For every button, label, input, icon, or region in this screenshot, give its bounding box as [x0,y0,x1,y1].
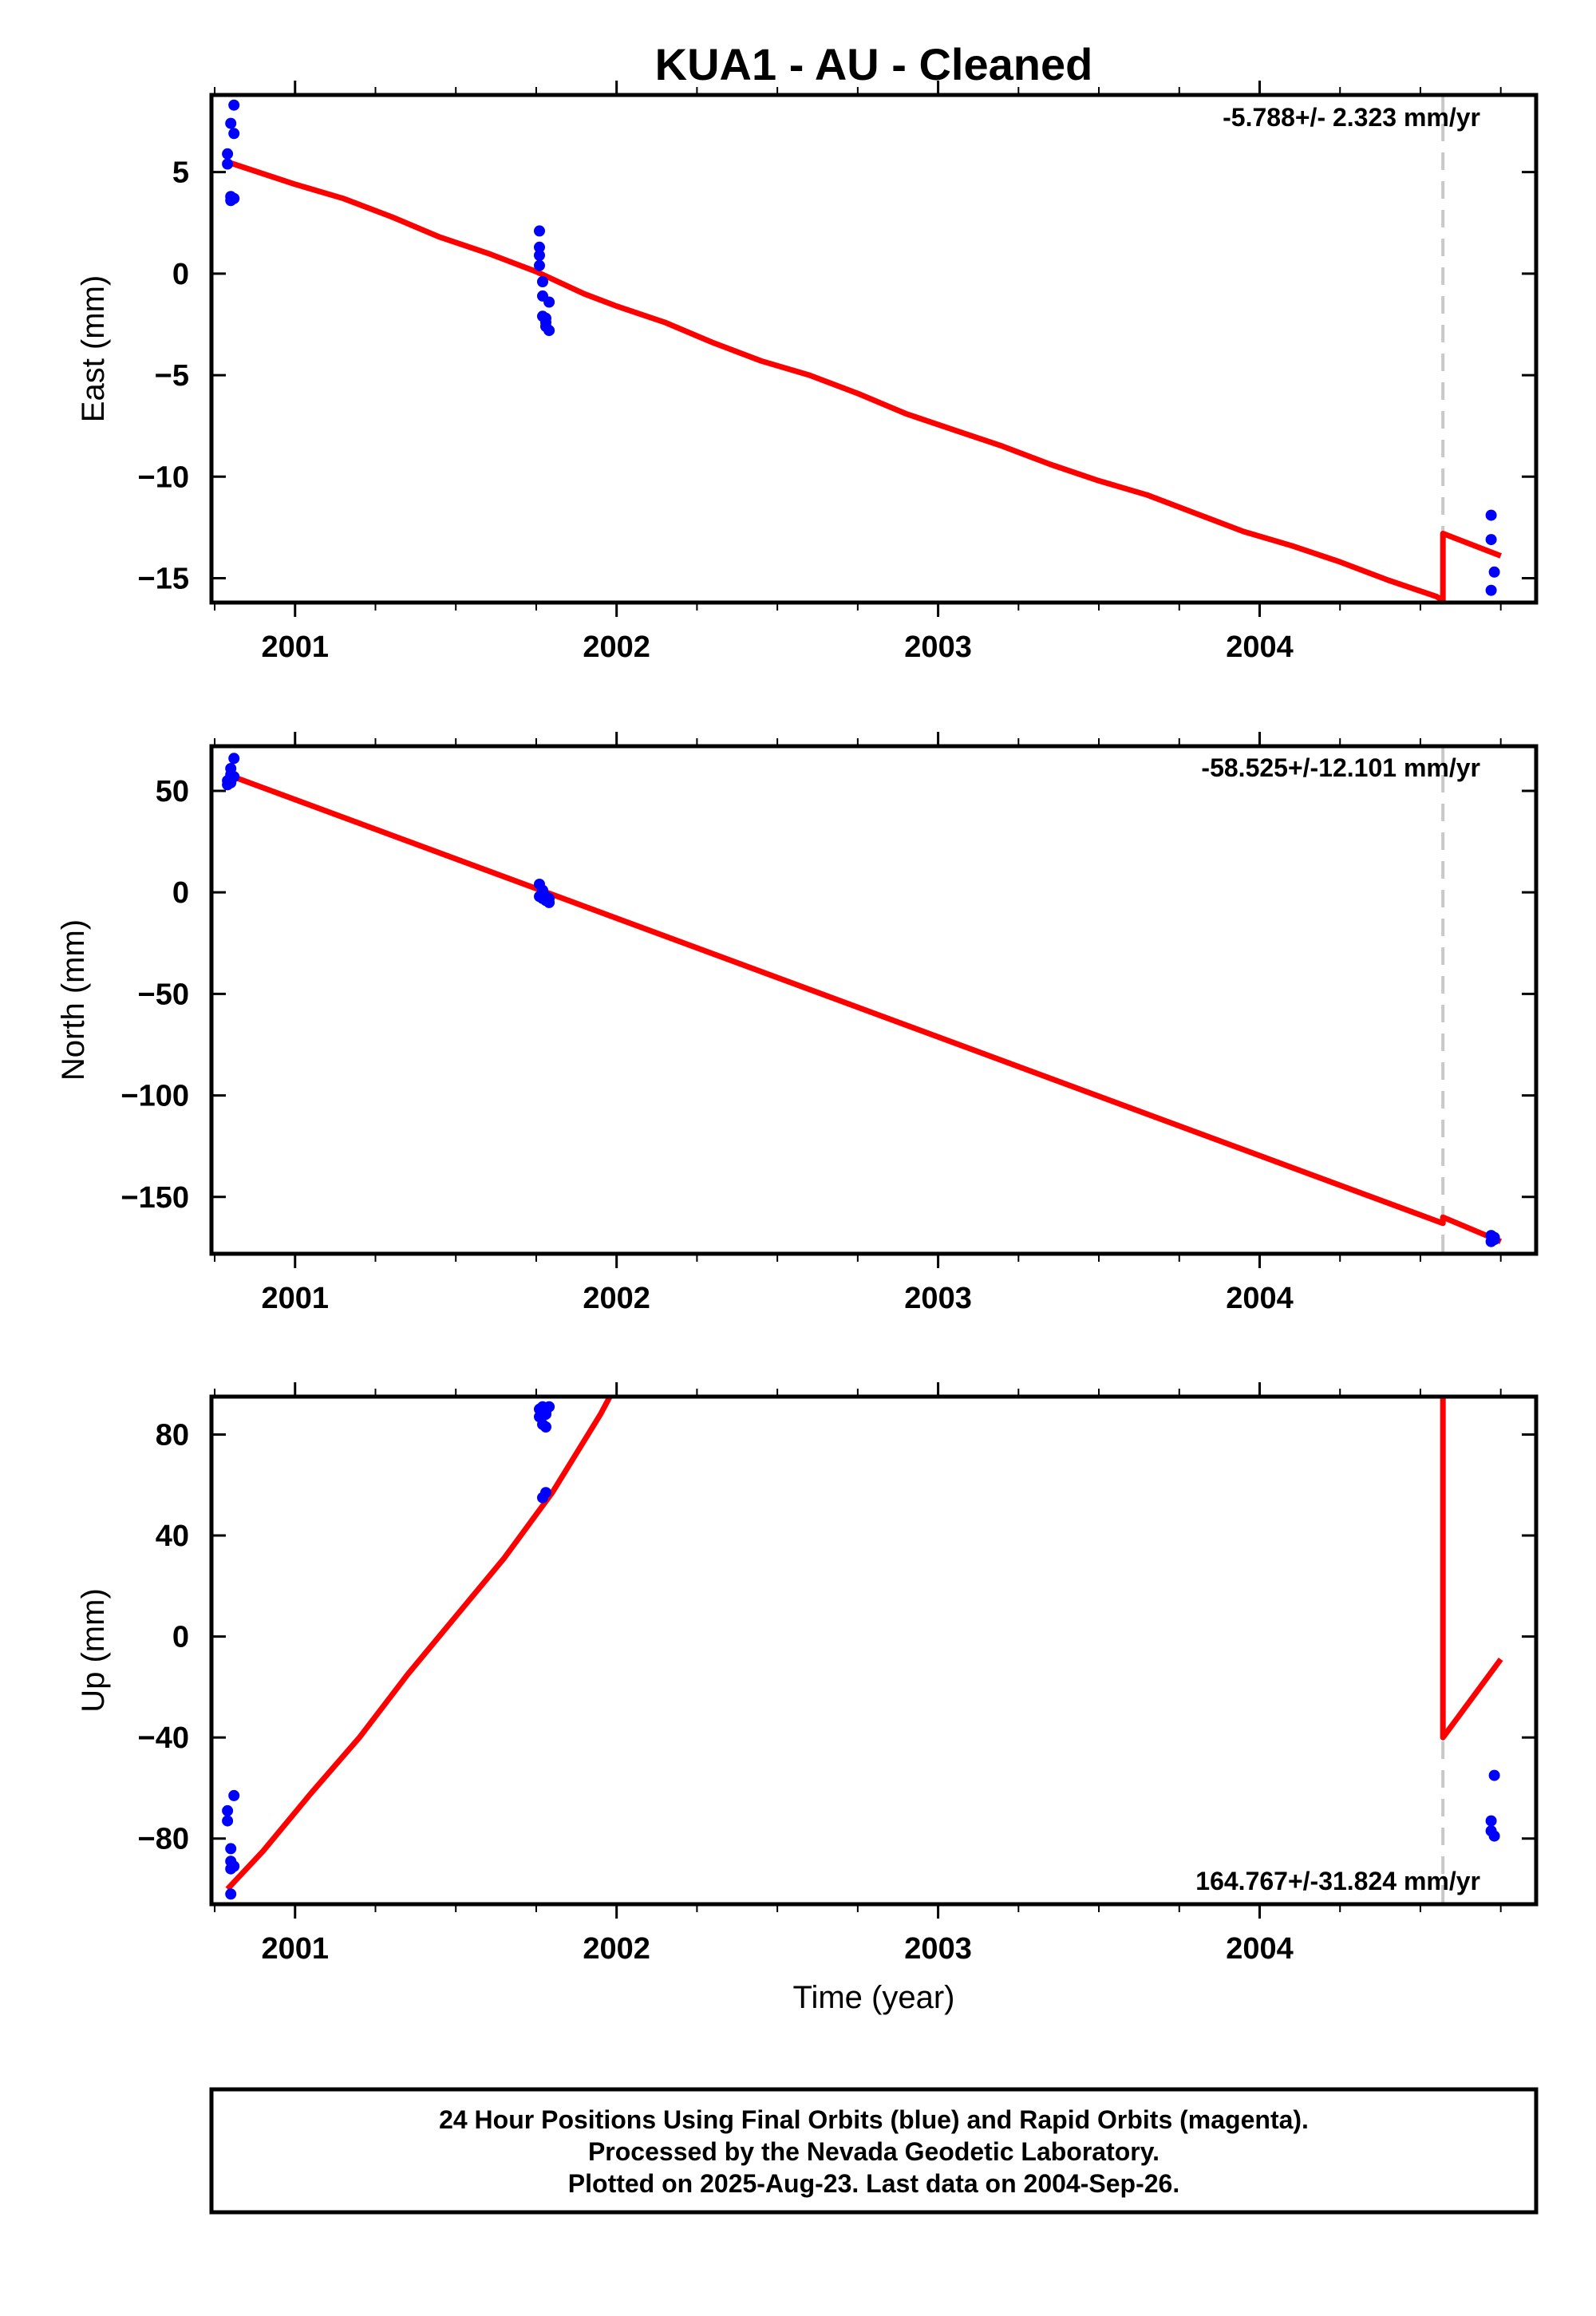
north-data-point [537,887,548,899]
up-plot-frame [209,1394,1539,1907]
east-data-point [228,128,240,140]
east-plot-area [222,95,1502,603]
east-data-point [225,117,237,129]
up-xtick-label: 2004 [1226,1932,1294,1966]
up-ytick-label: 40 [156,1520,189,1553]
footer-box: 24 Hour Positions Using Final Orbits (bl… [209,2087,1539,2215]
up-xtick-label: 2002 [583,1932,650,1966]
footer-frame [209,2087,1539,2215]
east-ytick-label: 0 [172,258,189,291]
east-ytick-label: 5 [172,156,189,190]
up-data-point [1485,1815,1497,1827]
east-panel: 5 0 −5 −10 −15 2001 2002 2003 2004 East (mm) -5.… [76,81,1539,664]
north-ytick-label: −50 [138,978,189,1011]
time-xlabel: Time (year) [793,1980,955,2015]
up-rate-label: 164.767+/-31.824 mm/yr [1195,1867,1480,1895]
east-xtick-label: 2001 [261,630,329,664]
up-fit-line [225,1397,614,1891]
east-ytick-label: −5 [155,359,189,393]
up-ylabel: Up (mm) [76,1588,111,1713]
up-ytick-label: −40 [138,1721,189,1755]
east-ytick-label: −15 [138,562,189,595]
north-plot-frame [209,744,1539,1256]
up-xtick-label: 2001 [261,1932,329,1966]
east-xtick-label: 2004 [1226,630,1294,664]
east-data-point [1485,584,1497,596]
up-data-point [1488,1830,1500,1842]
north-data-point [543,896,555,908]
up-data-point [543,1401,555,1413]
footer-line-1: 24 Hour Positions Using Final Orbits (bl… [439,2105,1309,2134]
up-fit-line-2 [1440,1397,1503,1741]
up-data-point [225,1888,237,1900]
east-data-point [222,158,234,170]
east-fit-line [227,159,1502,603]
north-xtick-label: 2002 [583,1282,650,1315]
east-data-point [1488,566,1500,578]
east-data-point [537,276,548,287]
north-xtick-label: 2001 [261,1282,329,1315]
east-data-point [543,296,555,308]
north-xtick-label: 2003 [904,1282,972,1315]
up-plot-area [222,1397,1503,1904]
up-data-point [1488,1769,1500,1781]
east-data-point [543,325,555,337]
up-data-point [225,1843,237,1855]
up-panel: 80 40 0 −40 −80 2001 2002 2003 2004 Up (mm) 164.… [76,1382,1539,2015]
north-xtick-label: 2004 [1226,1282,1294,1315]
east-data-point [228,99,240,111]
east-data-point [540,312,551,324]
north-fit-line [226,772,1503,1244]
north-ytick-label: −100 [120,1080,189,1113]
east-xtick-label: 2003 [904,630,972,664]
east-plot-frame [209,93,1539,605]
footer-line-2: Processed by the Nevada Geodetic Laborat… [588,2137,1159,2166]
east-xtick-label: 2002 [583,630,650,664]
north-data-point [228,753,240,765]
up-data-point [222,1804,234,1816]
up-data-point [540,1487,551,1499]
east-ylabel: East (mm) [76,275,111,422]
north-ytick-label: −150 [120,1181,189,1215]
east-data-point [222,148,234,160]
north-data-point [1488,1234,1500,1246]
north-plot-area [222,746,1503,1254]
north-data-point [225,777,237,788]
east-data-point [534,259,545,271]
up-data-point [222,1815,234,1827]
east-data-point [534,241,545,253]
up-ytick-label: 0 [172,1621,189,1654]
east-data-point [1485,509,1497,521]
east-data-point [228,192,240,204]
up-data-point [540,1421,551,1433]
up-ytick-label: 80 [156,1418,189,1452]
figure-title: KUA1 - AU - Cleaned [655,39,1093,89]
east-data-point [534,250,545,261]
east-data-point [534,225,545,237]
footer-line-3: Plotted on 2025-Aug-23. Last data on 200… [568,2169,1179,2198]
up-data-point [225,1863,237,1875]
north-ylabel: North (mm) [56,919,91,1081]
north-rate-label: -58.525+/-12.101 mm/yr [1201,753,1480,782]
up-ytick-label: −80 [138,1823,189,1856]
north-ytick-label: 0 [172,876,189,910]
east-ytick-label: −10 [138,460,189,494]
north-ytick-label: 50 [156,775,189,808]
east-rate-label: -5.788+/- 2.323 mm/yr [1223,103,1480,132]
east-data-point [1485,534,1497,546]
north-panel: 50 0 −50 −100 −150 2001 2002 2003 2004 North (mm… [56,732,1539,1315]
up-data-point [228,1789,240,1801]
up-xtick-label: 2003 [904,1932,972,1966]
